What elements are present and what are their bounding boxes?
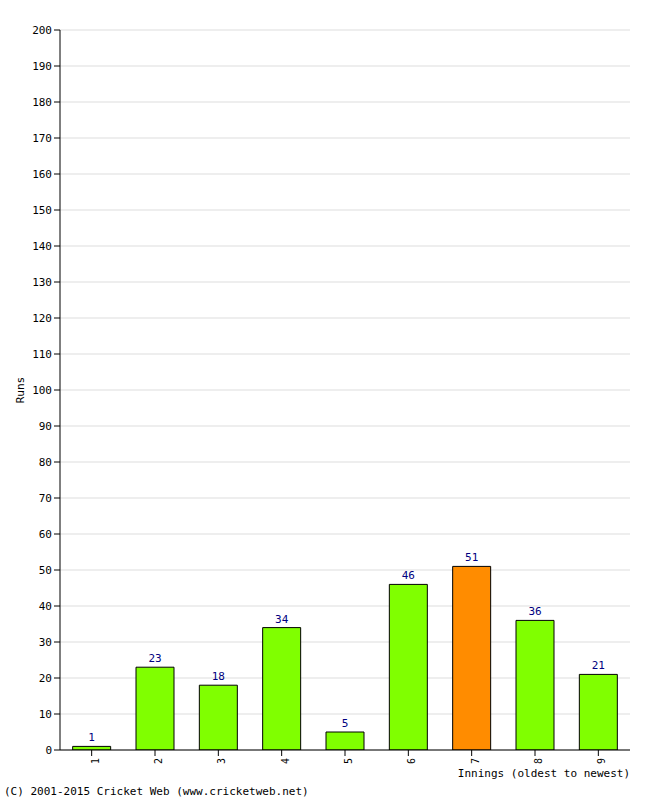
svg-text:51: 51: [465, 551, 478, 564]
svg-text:190: 190: [32, 60, 52, 73]
html-text:(C) 2001-2015 Cricket Web (www: (C) 2001-2015 Cricket Web (www.cricketwe…: [4, 785, 309, 798]
svg-text:21: 21: [592, 659, 605, 672]
svg-text:70: 70: [39, 492, 52, 505]
svg-text:Runs: Runs: [14, 377, 27, 404]
svg-text:140: 140: [32, 240, 52, 253]
svg-text:10: 10: [39, 708, 52, 721]
svg-text:90: 90: [39, 420, 52, 433]
svg-text:18: 18: [212, 670, 225, 683]
svg-text:50: 50: [39, 564, 52, 577]
svg-text:160: 160: [32, 168, 52, 181]
svg-text:2: 2: [153, 758, 164, 764]
svg-text:80: 80: [39, 456, 52, 469]
svg-text:5: 5: [343, 758, 354, 764]
svg-text:9: 9: [596, 758, 607, 764]
svg-text:30: 30: [39, 636, 52, 649]
svg-text:3: 3: [216, 758, 227, 764]
svg-text:4: 4: [280, 758, 291, 764]
svg-text:1: 1: [90, 758, 101, 764]
svg-text:170: 170: [32, 132, 52, 145]
svg-text:7: 7: [470, 758, 481, 764]
svg-text:23: 23: [148, 652, 161, 665]
svg-text:5: 5: [342, 717, 349, 730]
svg-text:180: 180: [32, 96, 52, 109]
svg-text:6: 6: [406, 758, 417, 764]
svg-text:46: 46: [402, 569, 415, 582]
svg-text:200: 200: [32, 24, 52, 37]
svg-text:110: 110: [32, 348, 52, 361]
svg-text:150: 150: [32, 204, 52, 217]
svg-text:130: 130: [32, 276, 52, 289]
svg-text:34: 34: [275, 613, 289, 626]
svg-text:0: 0: [45, 744, 52, 757]
svg-text:1: 1: [88, 731, 95, 744]
svg-text:60: 60: [39, 528, 52, 541]
html-text:Innings (oldest to newest): Innings (oldest to newest): [457, 767, 630, 780]
svg-text:8: 8: [533, 758, 544, 764]
svg-text:40: 40: [39, 600, 52, 613]
svg-text:36: 36: [528, 605, 541, 618]
svg-text:100: 100: [32, 384, 52, 397]
svg-text:20: 20: [39, 672, 52, 685]
svg-text:120: 120: [32, 312, 52, 325]
